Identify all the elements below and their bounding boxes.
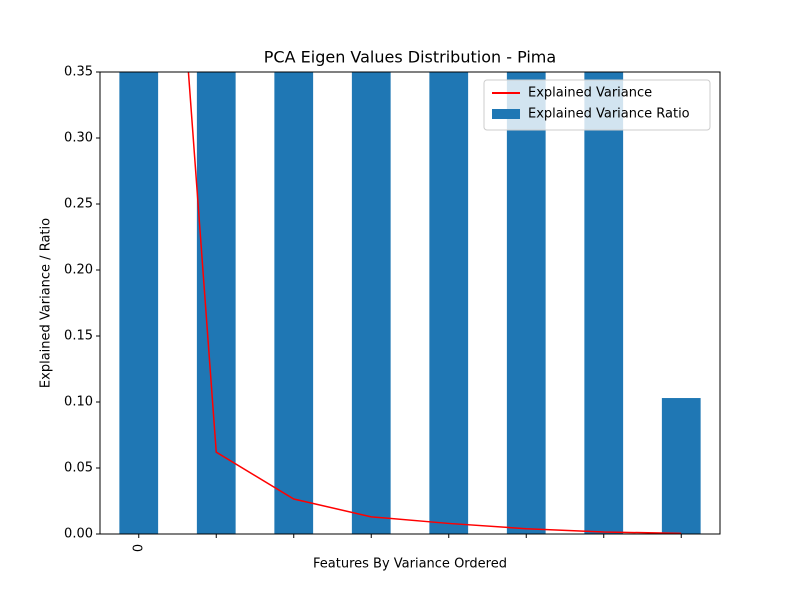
y-tick-label: 0.00: [64, 527, 93, 542]
bar: [584, 72, 624, 534]
bar: [196, 72, 236, 534]
legend-box: [483, 79, 711, 131]
bar: [274, 72, 314, 534]
y-tick-label: 0.30: [64, 131, 93, 146]
axes: 0.00 0.05 0.10 0.15 0.20 0.25 0.30 0.35 0: [64, 65, 721, 552]
y-tick-label: 0.15: [64, 329, 93, 344]
y-axis-label: Explained Variance / Ratio: [39, 218, 54, 388]
plot-frame: [99, 71, 721, 535]
chart-title: PCA Eigen Values Distribution - Pima: [264, 48, 556, 67]
x-tick-label: 0: [131, 544, 146, 552]
legend-label: Explained Variance Ratio: [528, 107, 690, 122]
x-axis-label: Features By Variance Ordered: [313, 557, 507, 572]
legend: Explained Variance Explained Variance Rat…: [483, 79, 711, 131]
y-tick-label: 0.25: [64, 197, 93, 212]
legend-label: Explained Variance: [528, 86, 652, 101]
y-tick-label: 0.05: [64, 461, 93, 476]
bar: [119, 72, 159, 534]
y-tick-label: 0.20: [64, 263, 93, 278]
bar: [351, 72, 391, 534]
bar: [661, 398, 701, 534]
plot-area: [119, 72, 701, 534]
line: [187, 72, 682, 534]
y-tick-label: 0.10: [64, 395, 93, 410]
legend-swatch: [492, 109, 520, 119]
y-tick-label: 0.35: [64, 65, 93, 80]
bar: [506, 72, 546, 534]
bar: [429, 72, 469, 534]
